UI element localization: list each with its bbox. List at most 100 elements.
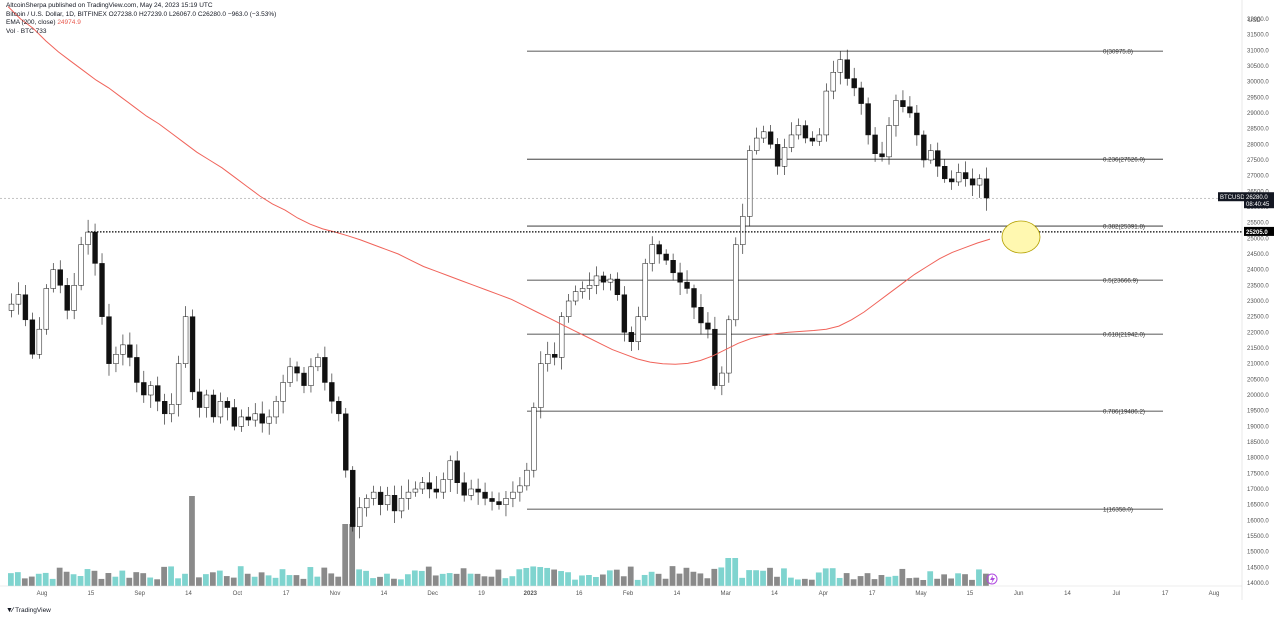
y-tick-label: 24000.0 — [1247, 268, 1269, 274]
volume-bar — [391, 578, 397, 586]
candle-body — [572, 291, 579, 302]
time-axis[interactable]: Aug 15 Sep 14 Oct 17 Nov 14 Dec 19 2023 16 Feb 14 Mar 1… — [0, 585, 1242, 597]
candle-body — [865, 103, 871, 136]
y-tick-label: 22000.0 — [1247, 330, 1269, 336]
x-tick-label: 16 — [576, 591, 583, 597]
candle-body — [893, 100, 899, 126]
candle-body — [879, 153, 885, 158]
volume-bar — [941, 574, 948, 586]
candle-body — [858, 87, 864, 104]
volume-bar — [934, 578, 941, 586]
volume-bar — [906, 578, 913, 586]
candle-body — [64, 285, 70, 311]
candle-body — [698, 307, 704, 324]
candle-body — [558, 316, 565, 358]
candle-body — [189, 316, 196, 393]
candle-body — [148, 385, 154, 396]
candle-body — [754, 137, 760, 151]
x-tick-label: Sep — [134, 591, 145, 597]
candle-body — [343, 413, 349, 471]
candle-body — [600, 275, 607, 283]
volume-bar — [237, 566, 244, 586]
x-tick-label: Jun — [1014, 591, 1024, 597]
volume-bar — [223, 576, 230, 586]
volume-bar — [781, 568, 787, 586]
y-tick-label: 24500.0 — [1247, 252, 1269, 258]
x-tick-label: 14 — [185, 591, 192, 597]
candle-body — [517, 485, 523, 493]
candle-body — [565, 300, 572, 317]
candle-body — [391, 495, 398, 512]
ema-legend[interactable]: EMA (200, close) 24974.9 — [6, 19, 276, 28]
y-tick-label: 21000.0 — [1247, 362, 1269, 368]
candle-body — [426, 482, 433, 490]
y-tick-label: 18500.0 — [1247, 440, 1269, 446]
volume-bar — [28, 576, 35, 586]
volume-bar — [439, 573, 446, 586]
candle-body — [663, 253, 669, 261]
volume-bar — [70, 574, 77, 586]
volume-bar — [230, 577, 237, 586]
volume-bar — [913, 577, 920, 586]
candle-body — [809, 137, 816, 142]
y-tick-label: 20000.0 — [1247, 393, 1269, 399]
y-tick-label: 21500.0 — [1247, 346, 1269, 352]
y-tick-label: 15000.0 — [1247, 550, 1269, 556]
volume-bar — [516, 569, 523, 586]
symbol-line[interactable]: Bitcoin / U.S. Dollar, 1D, BITFINEX O272… — [6, 10, 277, 18]
candle-body — [962, 172, 969, 180]
x-tick-label: Mar — [720, 591, 730, 597]
candle-body — [210, 394, 217, 418]
y-tick-label: 23000.0 — [1247, 299, 1269, 305]
y-tick-label: 19000.0 — [1247, 424, 1269, 430]
symbol-tag-bg — [1218, 192, 1244, 202]
axis-currency: USD — [1248, 18, 1261, 24]
highlight-ellipse — [1001, 220, 1041, 254]
volume-bar — [411, 570, 418, 586]
volume-bar — [558, 571, 564, 586]
candle-body — [336, 401, 342, 415]
ema-label: EMA (200, close) — [6, 19, 56, 27]
volume-bar — [196, 577, 202, 586]
x-tick-label: 15 — [966, 591, 973, 597]
candle-body — [705, 322, 711, 330]
volume-bar — [565, 572, 571, 586]
y-tick-label: 16000.0 — [1247, 518, 1269, 524]
volume-bar — [404, 574, 411, 586]
candle-body — [510, 491, 516, 499]
published-line: AltcoinSherpa published on TradingView.c… — [6, 2, 213, 9]
y-tick-label: 32000.0 — [1247, 17, 1269, 23]
volume-bar — [502, 578, 509, 586]
volume-bar — [98, 578, 105, 586]
footer: ▼∕ TradingView — [6, 607, 51, 614]
level-price-tag: 25205.0 — [1244, 226, 1274, 236]
volume-bar — [314, 576, 321, 586]
flash-icon — [986, 573, 998, 585]
volume-bar — [697, 573, 704, 586]
volume-legend[interactable]: Vol · BTC 733 — [6, 27, 47, 35]
y-tick-label: 22500.0 — [1247, 315, 1269, 321]
volume-bar — [593, 576, 599, 586]
volume-bar — [398, 579, 404, 586]
candle-body — [377, 491, 384, 505]
countdown-timer: 08:40:45 — [1246, 202, 1270, 208]
volume-bar — [537, 567, 544, 586]
volume-bar — [843, 573, 850, 586]
volume-bar — [704, 578, 711, 586]
volume-bar — [927, 571, 934, 586]
candle-body — [120, 344, 126, 355]
support-line — [88, 220, 1242, 254]
candle-body — [162, 401, 168, 415]
fib-label: 0.786(19486.2) — [1103, 408, 1145, 415]
volume-bar — [342, 524, 349, 586]
volume-bar — [453, 573, 460, 586]
candle-body — [538, 363, 544, 408]
ema-line — [7, 6, 991, 365]
x-tick-label: Dec — [427, 591, 438, 597]
candle-body — [238, 416, 244, 427]
candle-body — [182, 316, 189, 364]
volume-bar — [690, 571, 697, 586]
candle-body — [983, 178, 990, 199]
